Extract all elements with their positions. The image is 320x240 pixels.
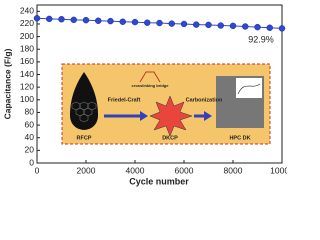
point [70, 16, 77, 24]
x-tick-label: 8000 [224, 165, 243, 175]
arrow-head [204, 111, 212, 121]
y-tick-label: 160 [20, 56, 34, 66]
plot-frame [36, 4, 283, 164]
point [58, 16, 65, 23]
y-tick-label: 40 [25, 132, 35, 142]
x-tick-label: 6000 [175, 165, 194, 175]
rfcp-drop [70, 72, 98, 130]
y-tick-label: 120 [20, 81, 34, 91]
inset-label: RFCP [77, 135, 92, 141]
point [242, 23, 249, 30]
hex-pattern [71, 101, 97, 123]
point [156, 19, 163, 27]
point [144, 19, 151, 26]
point [168, 20, 175, 27]
chart: Capacitance (F/g) Cycle number 92.9% RFC… [2, 4, 287, 186]
inset-label: DKCP [162, 135, 178, 141]
y-tick-label: 0 [29, 157, 34, 167]
inset-label: Friedel-Craft [108, 97, 141, 103]
point [266, 24, 273, 31]
point [82, 16, 90, 24]
point [217, 22, 224, 29]
inset [61, 63, 271, 145]
y-tick-label: 60 [25, 119, 35, 129]
point [193, 21, 200, 28]
inset-label: crosslinking bridge [132, 83, 170, 88]
sem-inset [236, 78, 262, 98]
point [180, 20, 188, 28]
point [205, 21, 212, 29]
y-tick-label: 80 [25, 107, 35, 117]
annotation: 92.9% [248, 34, 274, 44]
x-axis-title: Cycle number [129, 176, 189, 186]
sem-curve [237, 83, 261, 95]
y-tick-label: 100 [20, 94, 34, 104]
y-tick-label: 140 [20, 69, 34, 79]
point [278, 25, 286, 32]
x-tick-label: 10000 [270, 165, 287, 175]
inset-label: Carbonization [186, 97, 223, 103]
point [95, 17, 102, 24]
x-tick-label: 4000 [126, 165, 145, 175]
point [46, 15, 53, 23]
point [33, 15, 41, 22]
point [107, 17, 114, 25]
point [254, 23, 261, 31]
y-tick-label: 220 [20, 18, 34, 28]
dkcp-star [149, 95, 193, 137]
y-tick-label: 20 [25, 145, 35, 155]
x-tick-label: 0 [35, 165, 40, 175]
point [119, 18, 126, 25]
point [229, 22, 237, 30]
y-tick-label: 200 [20, 31, 34, 41]
point [131, 18, 139, 26]
y-tick-label: 180 [20, 43, 34, 53]
y-tick-label: 240 [20, 6, 34, 16]
bridge [139, 71, 161, 83]
arrow-head [140, 111, 148, 121]
y-axis-title: Capacitance (F/g) [2, 48, 12, 119]
inset-label: HPC DK [229, 135, 250, 141]
x-tick-label: 2000 [77, 165, 96, 175]
